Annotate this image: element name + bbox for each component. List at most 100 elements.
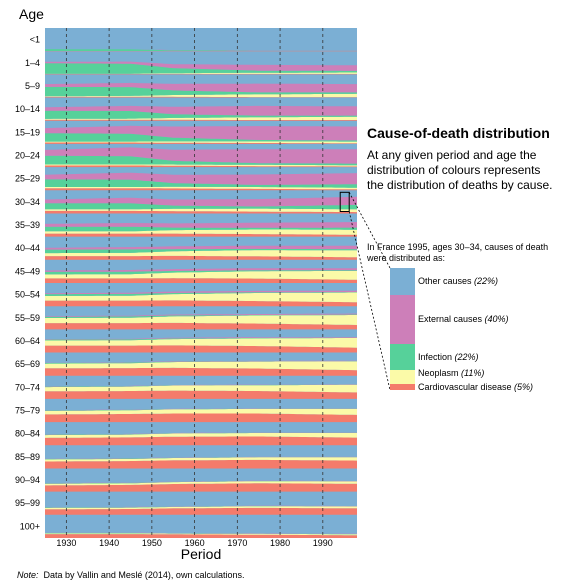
area-infection-2 bbox=[45, 506, 357, 508]
age-tick-label: 10–14 bbox=[15, 104, 40, 114]
area-external-17 bbox=[45, 147, 357, 164]
legend-block-infection bbox=[390, 343, 415, 371]
legend-label-text: Infection bbox=[418, 352, 455, 363]
area-infection-19 bbox=[45, 110, 357, 119]
highlight-box bbox=[339, 191, 350, 213]
area-infection-12 bbox=[45, 270, 357, 275]
age-tick-label: 50–54 bbox=[15, 290, 40, 300]
legend-label-external: External causes (40%) bbox=[418, 314, 509, 324]
area-cardiovascular-5 bbox=[45, 436, 357, 446]
area-neoplasm-16 bbox=[45, 186, 357, 190]
area-neoplasm-10 bbox=[45, 315, 357, 325]
area-infection-16 bbox=[45, 179, 357, 188]
period-tick-label: 1980 bbox=[270, 538, 290, 548]
area-cardiovascular-1 bbox=[45, 534, 357, 538]
area-neoplasm-9 bbox=[45, 337, 357, 348]
area-neoplasm-5 bbox=[45, 433, 357, 438]
area-infection-21 bbox=[45, 63, 357, 74]
area-neoplasm-20 bbox=[45, 93, 357, 98]
plot-area bbox=[45, 28, 357, 538]
area-cardiovascular-8 bbox=[45, 367, 357, 376]
area-cardiovascular-15 bbox=[45, 210, 357, 214]
legend-label-neoplasm: Neoplasm (11%) bbox=[418, 368, 484, 378]
legend-block-other bbox=[390, 268, 415, 295]
area-external-1 bbox=[45, 532, 357, 535]
area-neoplasm-12 bbox=[45, 270, 357, 280]
example-distribution-legend: Other causes (22%) External causes (40%) I… bbox=[390, 268, 565, 392]
area-neoplasm-8 bbox=[45, 361, 357, 371]
area-external-19 bbox=[45, 105, 357, 116]
legend-label-text: Cardiovascular disease bbox=[418, 381, 515, 392]
area-cardiovascular-4 bbox=[45, 459, 357, 469]
period-tick-labels: 1930 1940 1950 1960 1970 1980 1990 bbox=[56, 538, 332, 548]
legend-label-text: Other causes bbox=[418, 276, 475, 287]
legend-block-cardiovascular bbox=[390, 383, 415, 390]
area-external-10 bbox=[45, 313, 357, 317]
age-tick-label: 40–44 bbox=[15, 243, 40, 253]
x-axis-title: Period bbox=[181, 546, 221, 562]
area-infection-7 bbox=[45, 384, 357, 388]
age-tick-label: 5–9 bbox=[25, 81, 40, 91]
area-infection-8 bbox=[45, 361, 357, 364]
area-cardiovascular-13 bbox=[45, 255, 357, 260]
legend-label-percent: (22%) bbox=[474, 276, 499, 287]
area-external-13 bbox=[45, 245, 357, 250]
legend-label-percent: (40%) bbox=[484, 314, 509, 325]
area-cardiovascular-17 bbox=[45, 165, 357, 168]
area-infection-5 bbox=[45, 432, 357, 436]
area-external-3 bbox=[45, 480, 357, 484]
area-neoplasm-7 bbox=[45, 384, 357, 393]
legend-block-neoplasm bbox=[390, 370, 415, 384]
area-external-5 bbox=[45, 432, 357, 435]
area-infection-17 bbox=[45, 155, 357, 166]
legend-label-percent: (11%) bbox=[461, 368, 485, 379]
area-infection-20 bbox=[45, 86, 357, 97]
area-cardiovascular-3 bbox=[45, 483, 357, 492]
age-tick-label: 60–64 bbox=[15, 336, 40, 346]
note-label: Note: bbox=[17, 570, 39, 580]
area-external-7 bbox=[45, 384, 357, 387]
area-cardiovascular-16 bbox=[45, 188, 357, 191]
period-tick-label: 1940 bbox=[99, 538, 119, 548]
decade-gridlines bbox=[65, 28, 324, 538]
legend-label-cardiovascular: Cardiovascular disease (5%) bbox=[418, 382, 533, 392]
period-tick-label: 1990 bbox=[313, 538, 333, 548]
example-intro: In France 1995, ages 30–34, causes of de… bbox=[367, 242, 549, 263]
area-cardiovascular-12 bbox=[45, 278, 357, 283]
area-external-12 bbox=[45, 268, 357, 272]
area-infection-9 bbox=[45, 337, 357, 341]
age-tick-label: 90–94 bbox=[15, 475, 40, 485]
period-tick-label: 1970 bbox=[227, 538, 247, 548]
connector-line bbox=[348, 211, 391, 391]
legend-label-infection: Infection (22%) bbox=[418, 352, 479, 362]
age-tick-label: 80–84 bbox=[15, 429, 40, 439]
legend-block-external bbox=[390, 294, 415, 344]
area-external-2 bbox=[45, 505, 357, 508]
period-tick-label: 1950 bbox=[142, 538, 162, 548]
area-neoplasm-15 bbox=[45, 208, 357, 213]
area-external-8 bbox=[45, 360, 357, 363]
area-infection-6 bbox=[45, 408, 357, 411]
area-cardiovascular-11 bbox=[45, 300, 357, 307]
area-neoplasm-1 bbox=[45, 533, 357, 536]
area-external-14 bbox=[45, 222, 357, 228]
area-neoplasm-3 bbox=[45, 481, 357, 486]
area-infection-13 bbox=[45, 248, 357, 254]
y-axis-title: Age bbox=[19, 6, 44, 22]
area-neoplasm-4 bbox=[45, 457, 357, 462]
area-neoplasm-17 bbox=[45, 164, 357, 167]
legend-label-text: Neoplasm bbox=[418, 368, 462, 379]
area-cardiovascular-7 bbox=[45, 390, 357, 399]
age-tick-label: 45–49 bbox=[15, 266, 40, 276]
note-text: Data by Vallin and Meslé (2014), own cal… bbox=[43, 570, 245, 580]
area-external-20 bbox=[45, 82, 357, 93]
area-external-22 bbox=[45, 49, 357, 51]
area-infection-22 bbox=[45, 49, 357, 51]
age-tick-label: 15–19 bbox=[15, 127, 40, 137]
area-neoplasm-21 bbox=[45, 72, 357, 74]
age-tick-label: 35–39 bbox=[15, 220, 40, 230]
area-cardiovascular-6 bbox=[45, 413, 357, 423]
age-tick-label: 65–69 bbox=[15, 359, 40, 369]
area-external-11 bbox=[45, 290, 357, 295]
